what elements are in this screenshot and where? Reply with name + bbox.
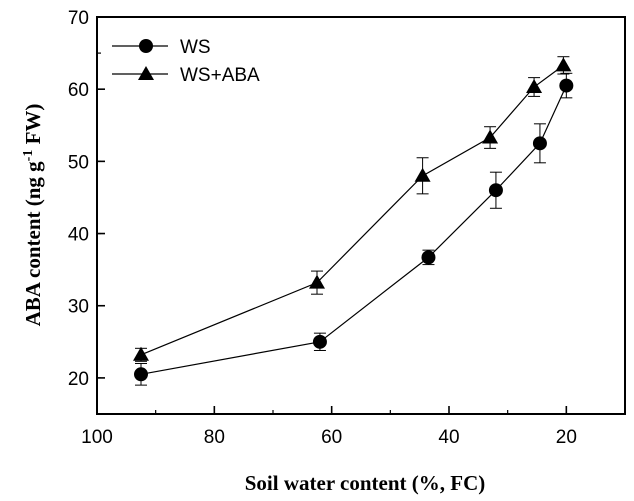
series-line-ws: [140, 85, 567, 375]
y-axis-title-sup: -1: [21, 150, 36, 162]
point-ws-aba-1: [309, 274, 325, 289]
point-ws-aba-4: [526, 79, 543, 94]
point-ws-aba-5: [555, 57, 572, 72]
point-ws-aba-0: [133, 346, 149, 361]
x-tick-label-100: 100: [81, 427, 113, 448]
plot-frame: [96, 16, 626, 415]
y-tick-label-40: 40: [68, 225, 89, 246]
x-tick-label-20: 20: [556, 427, 577, 448]
x-axis-title: Soil water content (%, FC): [245, 471, 486, 495]
y-tick-label-30: 30: [68, 297, 89, 318]
point-ws-0: [134, 367, 148, 382]
point-ws-3: [488, 183, 503, 198]
point-ws-5: [559, 78, 574, 93]
point-ws-aba-2: [414, 167, 431, 182]
legend: WS WS+ABA: [112, 37, 260, 86]
y-axis-title-main: ABA content (ng g: [21, 161, 45, 327]
y-axis-title-tail: FW): [21, 104, 45, 150]
point-ws-1: [312, 334, 327, 349]
legend-marker-ws: [139, 39, 153, 53]
y-axis-title: ABA content (ng g-1 FW): [21, 104, 45, 327]
legend-marker-ws-aba: [138, 66, 154, 80]
legend-label-ws-aba: WS+ABA: [180, 65, 260, 86]
y-tick-label-70: 70: [68, 8, 89, 29]
axis-ticks: 100 80 60 40 20 20 30 40 50 60 70: [68, 8, 577, 448]
x-tick-label-80: 80: [204, 427, 225, 448]
x-tick-label-60: 60: [321, 427, 342, 448]
point-ws-2: [421, 250, 436, 265]
legend-label-ws: WS: [180, 37, 211, 58]
y-tick-label-60: 60: [68, 80, 89, 101]
x-tick-label-40: 40: [438, 427, 459, 448]
series-layer: [133, 56, 574, 386]
point-ws-4: [532, 136, 547, 151]
y-tick-label-20: 20: [68, 369, 89, 390]
series-line-ws-aba: [140, 64, 564, 356]
point-ws-aba-3: [482, 129, 499, 144]
y-tick-label-50: 50: [68, 152, 89, 173]
